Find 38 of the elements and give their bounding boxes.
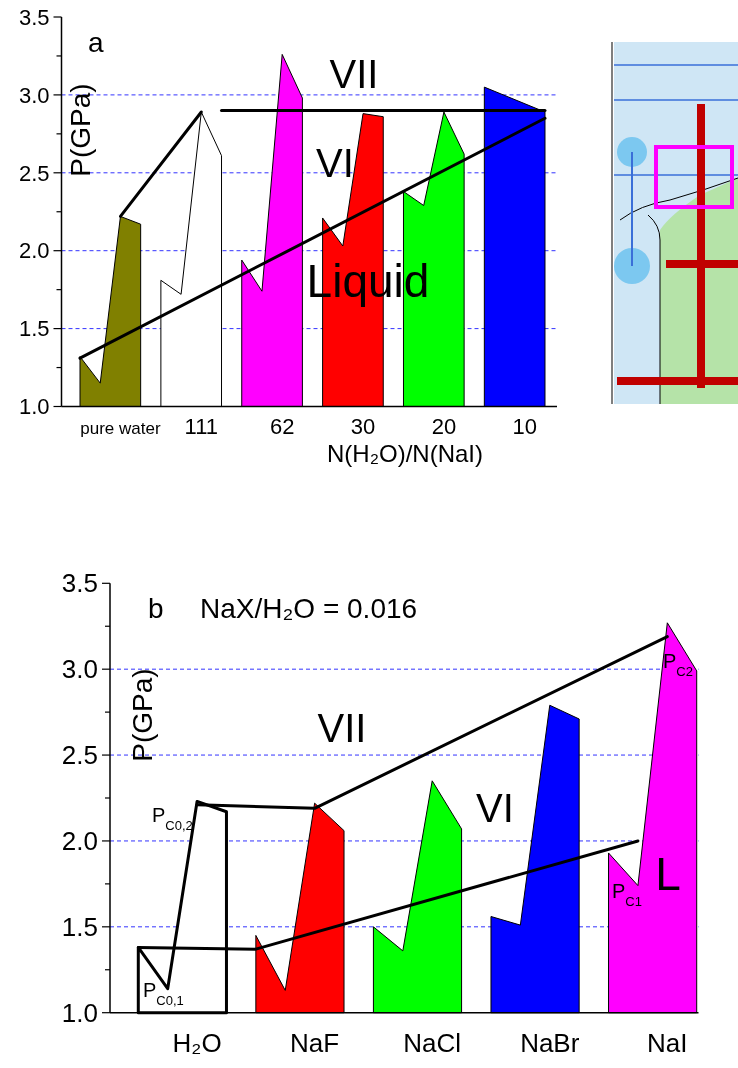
y-tick-label: 2.5 [61, 740, 98, 771]
x-tick-label: NaCl [403, 1028, 462, 1058]
annotation: P$_{C0,2}$ [152, 804, 193, 833]
annotation: VII [317, 706, 367, 750]
x-axis-title: N(H₂O)/N(NaI) [327, 440, 483, 467]
chart-title: NaX/H₂O = 0.016 [200, 593, 418, 624]
x-tick-label: NaI [647, 1028, 688, 1058]
x-tick-label: 111 [184, 414, 219, 439]
annotation: VII [329, 52, 379, 96]
x-tick-label: NaF [290, 1028, 340, 1058]
y-tick-label: 3.0 [61, 654, 98, 685]
y-tick-label: 3.5 [61, 568, 98, 599]
x-tick-label: 30 [350, 414, 376, 439]
annotation: a [88, 27, 104, 58]
x-tick-label: 10 [512, 414, 538, 439]
annotation: VI [476, 786, 514, 830]
x-tick-label: NaBr [520, 1028, 580, 1058]
y-tick-label: 1.0 [61, 997, 98, 1028]
y-tick-label: 1.5 [61, 911, 98, 942]
y-tick-label: 3.5 [18, 4, 50, 30]
annotation: P$_{C0,1}$ [143, 979, 184, 1008]
x-tick-label: H₂O [172, 1028, 222, 1058]
annotation: P$_{C1}$ [612, 880, 642, 909]
y-tick-label: 1.0 [18, 394, 50, 420]
x-tick-label: 20 [431, 414, 457, 439]
annotation: b [148, 593, 164, 624]
y-tick-label: 2.0 [61, 826, 98, 857]
annotation: VI [316, 141, 354, 185]
x-tick-label: 62 [269, 414, 295, 439]
annotation: L [655, 848, 681, 900]
y-tick-label: 1.5 [18, 316, 50, 342]
y-tick-label: 2.0 [18, 238, 50, 264]
y-axis-title: P(GPa) [65, 83, 96, 177]
annotation: P$_{C2}$ [663, 650, 693, 679]
y-tick-label: 3.0 [18, 82, 50, 108]
y-tick-label: 2.5 [18, 160, 50, 186]
x-tick-label: pure water [80, 419, 161, 438]
y-axis-title: P(GPa) [127, 668, 158, 762]
